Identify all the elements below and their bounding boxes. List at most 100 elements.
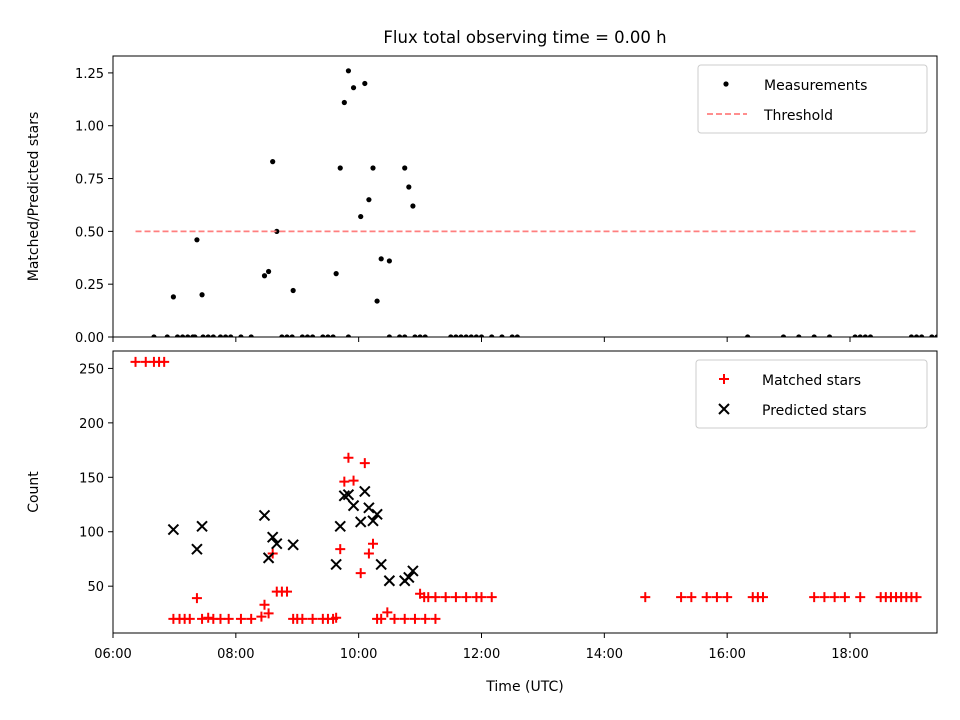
series-measurements <box>151 68 937 337</box>
x-tick-label: 06:00 <box>94 647 131 662</box>
data-point <box>934 334 937 337</box>
legend-label: Measurements <box>764 78 867 94</box>
y-tick-label: 0.75 <box>75 173 104 188</box>
data-point <box>468 334 474 337</box>
plus-marker <box>722 592 733 603</box>
plus-marker <box>191 593 202 604</box>
data-point <box>333 271 339 277</box>
plus-marker <box>197 613 208 624</box>
plus-marker <box>855 592 866 603</box>
data-point <box>270 159 276 165</box>
x-marker <box>371 508 383 521</box>
data-point <box>919 334 925 337</box>
plus-marker <box>382 607 393 618</box>
legend: Matched stars Predicted stars <box>695 359 928 429</box>
data-point <box>337 165 343 171</box>
plus-marker <box>359 458 370 469</box>
plus-marker <box>203 612 214 623</box>
y-tick-label: 150 <box>79 471 104 486</box>
data-point <box>200 334 206 337</box>
y-axis-label: Count <box>26 471 42 513</box>
legend-label: Threshold <box>763 108 833 124</box>
plus-marker <box>640 592 651 603</box>
plus-marker <box>297 613 308 624</box>
plus-marker <box>259 599 270 610</box>
x-marker <box>262 552 275 564</box>
data-point <box>180 334 186 337</box>
data-point <box>299 334 305 337</box>
plus-marker <box>246 613 257 624</box>
x-marker <box>363 502 375 514</box>
plus-marker <box>367 538 378 549</box>
data-point <box>164 334 170 337</box>
data-point <box>402 334 408 337</box>
x-axis-label: Time (UTC) <box>485 679 563 695</box>
plus-marker <box>223 613 234 624</box>
legend-label: Predicted stars <box>762 403 867 419</box>
data-point <box>417 334 423 337</box>
data-point <box>514 334 520 337</box>
data-point <box>402 165 408 171</box>
plot-area <box>135 68 937 337</box>
data-point <box>192 334 198 337</box>
plus-marker <box>282 586 293 597</box>
y-tick-label: 0.00 <box>75 331 104 346</box>
plus-marker <box>399 613 410 624</box>
plot-frame <box>112 350 938 634</box>
x-tick-label: 12:00 <box>463 647 500 662</box>
data-point <box>304 334 311 337</box>
data-point <box>378 256 384 262</box>
plus-marker <box>701 592 712 603</box>
plus-marker <box>184 613 195 624</box>
plus-marker <box>819 592 830 603</box>
data-point <box>265 268 272 275</box>
data-point <box>279 334 285 337</box>
plus-marker <box>911 592 922 603</box>
x-marker <box>355 516 367 528</box>
x-tick-label: 18:00 <box>831 647 868 662</box>
plus-marker <box>440 592 451 603</box>
y-tick-label: 200 <box>79 417 104 432</box>
x-marker <box>375 558 387 571</box>
data-point <box>397 334 403 337</box>
data-point <box>745 334 751 337</box>
plus-marker <box>376 613 387 624</box>
data-point <box>453 334 459 337</box>
plus-marker <box>676 592 687 603</box>
data-point <box>345 334 352 337</box>
x-marker <box>271 538 283 550</box>
plus-marker <box>263 608 274 619</box>
data-point <box>410 203 416 209</box>
legend-marker <box>718 403 730 415</box>
x-tick-label: 10:00 <box>340 647 377 662</box>
plus-marker <box>839 592 850 603</box>
data-point <box>862 334 868 337</box>
x-marker <box>338 490 351 502</box>
data-point <box>448 334 454 337</box>
legend: Measurements Threshold <box>697 64 928 134</box>
data-point <box>205 334 211 337</box>
plus-marker <box>757 592 768 603</box>
x-marker <box>342 489 355 501</box>
plot-area <box>130 356 922 624</box>
data-point <box>199 292 205 298</box>
data-point <box>362 80 368 87</box>
x-marker <box>359 485 371 498</box>
legend-marker <box>719 374 729 384</box>
data-point <box>499 334 505 337</box>
plus-marker <box>389 613 400 624</box>
figure-title: Flux total observing time = 0.00 h <box>383 28 666 47</box>
x-tick-label: 16:00 <box>708 647 745 662</box>
data-point <box>509 334 515 337</box>
plus-marker <box>130 356 141 367</box>
x-marker <box>258 509 271 522</box>
data-point <box>412 334 418 337</box>
data-point <box>478 334 485 337</box>
plus-marker <box>430 592 441 603</box>
data-point <box>185 334 191 337</box>
data-point <box>852 334 858 337</box>
x-marker <box>407 565 419 577</box>
plus-marker <box>343 452 354 463</box>
x-marker <box>266 531 279 543</box>
